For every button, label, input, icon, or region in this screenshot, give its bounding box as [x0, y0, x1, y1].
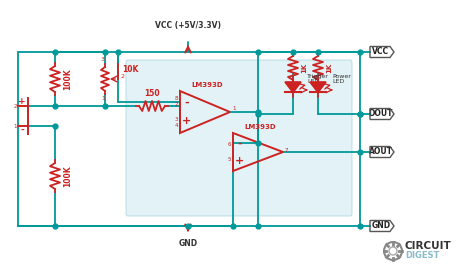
Text: 8: 8 [174, 96, 178, 101]
Polygon shape [285, 82, 301, 92]
Text: CIRCUIT: CIRCUIT [405, 241, 452, 251]
Text: +: + [236, 156, 245, 165]
Text: 150: 150 [144, 89, 160, 98]
Text: -: - [237, 138, 242, 149]
Text: LM393D: LM393D [191, 82, 223, 88]
Text: +: + [182, 116, 191, 127]
Text: VCC: VCC [373, 47, 390, 56]
Text: -: - [185, 98, 189, 107]
Text: VCC (+5V/3.3V): VCC (+5V/3.3V) [155, 21, 221, 30]
Text: DIGEST: DIGEST [405, 252, 439, 261]
FancyBboxPatch shape [126, 60, 352, 216]
Text: GND: GND [178, 239, 198, 248]
Text: 1: 1 [13, 124, 17, 129]
Text: 2: 2 [121, 75, 125, 79]
Text: 1K: 1K [326, 63, 332, 73]
Text: LM393D: LM393D [244, 124, 276, 130]
Text: AOUT: AOUT [369, 147, 393, 156]
Text: 2: 2 [174, 102, 178, 107]
Text: 100K: 100K [63, 68, 72, 90]
Text: 100K: 100K [63, 165, 72, 187]
Text: 3: 3 [101, 57, 105, 62]
Text: 2: 2 [13, 104, 17, 109]
Text: GND: GND [372, 221, 391, 230]
Text: -: - [20, 125, 24, 135]
Text: 7: 7 [285, 147, 289, 153]
Text: 1K: 1K [301, 63, 307, 73]
Text: 4: 4 [174, 123, 178, 128]
Text: Power
LED: Power LED [332, 74, 351, 84]
Text: DOUT: DOUT [369, 110, 393, 118]
Text: 10K: 10K [122, 64, 138, 73]
Text: Trigger
LED: Trigger LED [307, 74, 329, 84]
Text: +: + [18, 98, 26, 107]
Text: 6: 6 [228, 142, 231, 147]
Text: 3: 3 [174, 117, 178, 122]
Polygon shape [310, 82, 326, 92]
Text: 5: 5 [228, 157, 231, 162]
Text: 1: 1 [232, 107, 236, 112]
Text: 1: 1 [101, 96, 105, 101]
